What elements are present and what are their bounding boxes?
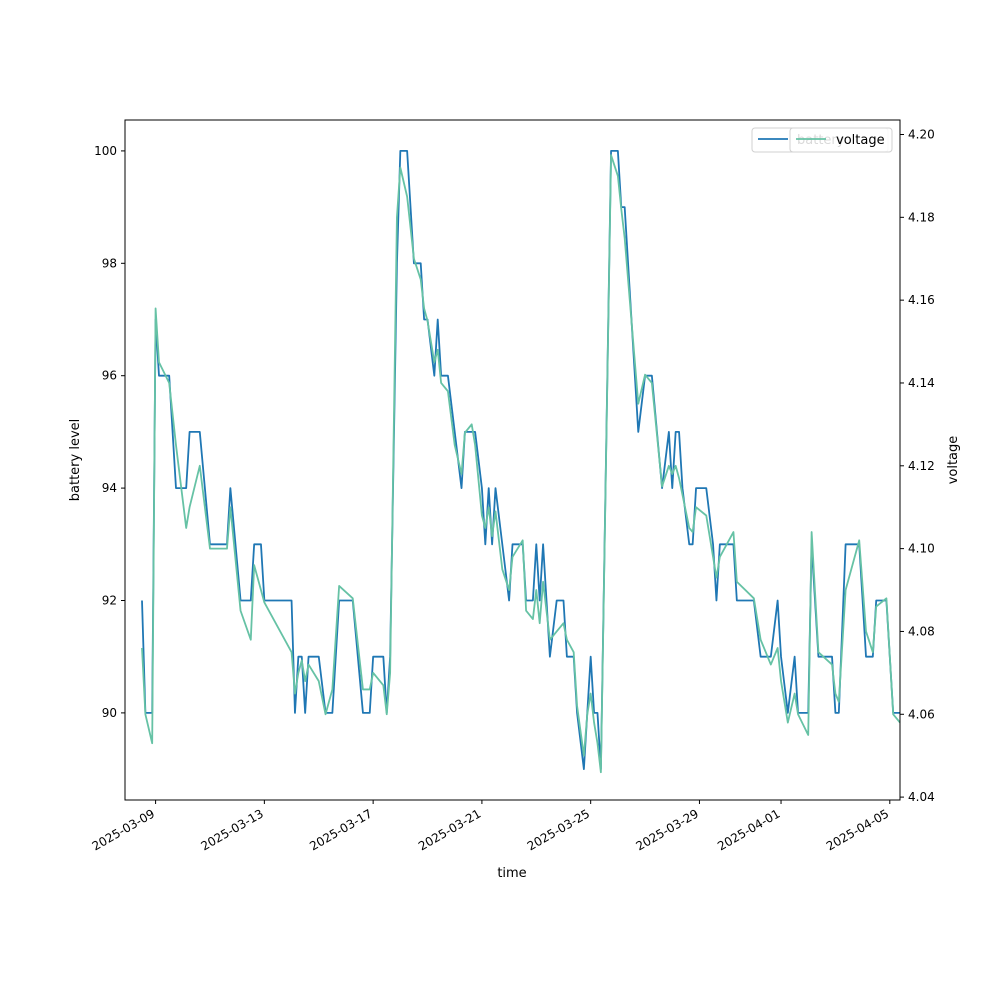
x-axis: 2025-03-09 2025-03-13 2025-03-17 2025-03-21… <box>90 800 891 853</box>
y-right-tick-label: 4.04 <box>908 790 935 804</box>
plot-frame <box>124 119 901 801</box>
y-right-tick-label: 4.18 <box>908 210 935 224</box>
y-right-tick-label: 4.10 <box>908 542 935 556</box>
x-tick-label: 2025-03-21 <box>416 806 483 853</box>
x-tick-label: 2025-03-29 <box>634 806 701 853</box>
x-tick-label: 2025-03-17 <box>307 806 374 853</box>
x-tick-label: 2025-04-05 <box>824 806 891 853</box>
x-axis-title: time <box>497 866 526 881</box>
y-axis-left: 90 92 94 96 98 100 <box>94 144 125 720</box>
x-tick-label: 2025-03-13 <box>198 806 265 853</box>
y-right-tick-label: 4.14 <box>908 376 935 390</box>
y-left-tick-label: 98 <box>102 256 117 270</box>
y-right-tick-label: 4.06 <box>908 707 935 721</box>
plot-background <box>125 120 900 800</box>
y-left-tick-label: 100 <box>94 144 117 158</box>
y-right-tick-label: 4.08 <box>908 624 935 638</box>
legend-voltage: voltage <box>789 127 893 153</box>
series-layer <box>141 150 901 774</box>
plot-border <box>124 119 901 801</box>
y-left-tick-label: 96 <box>102 369 117 383</box>
x-tick-label: 2025-04-01 <box>715 806 782 853</box>
x-tick-label: 2025-03-25 <box>525 806 592 853</box>
series-line-voltage <box>141 154 901 774</box>
y-axis-left-title: battery level <box>68 419 83 502</box>
y-axis-right-title: voltage <box>946 436 961 485</box>
y-right-tick-label: 4.20 <box>908 127 935 141</box>
y-axis-right: 4.04 4.06 4.08 4.10 4.12 4.14 4.16 4.18 4.20 <box>900 127 935 804</box>
y-left-tick-label: 90 <box>102 706 117 720</box>
y-right-tick-label: 4.12 <box>908 459 935 473</box>
legend-label-voltage: voltage <box>836 133 885 148</box>
plot-area <box>125 120 900 800</box>
y-left-tick-label: 94 <box>102 481 117 495</box>
y-right-tick-label: 4.16 <box>908 293 935 307</box>
y-left-tick-label: 92 <box>102 593 117 607</box>
legend-box-voltage <box>789 127 893 153</box>
x-tick-label: 2025-03-09 <box>90 806 157 853</box>
